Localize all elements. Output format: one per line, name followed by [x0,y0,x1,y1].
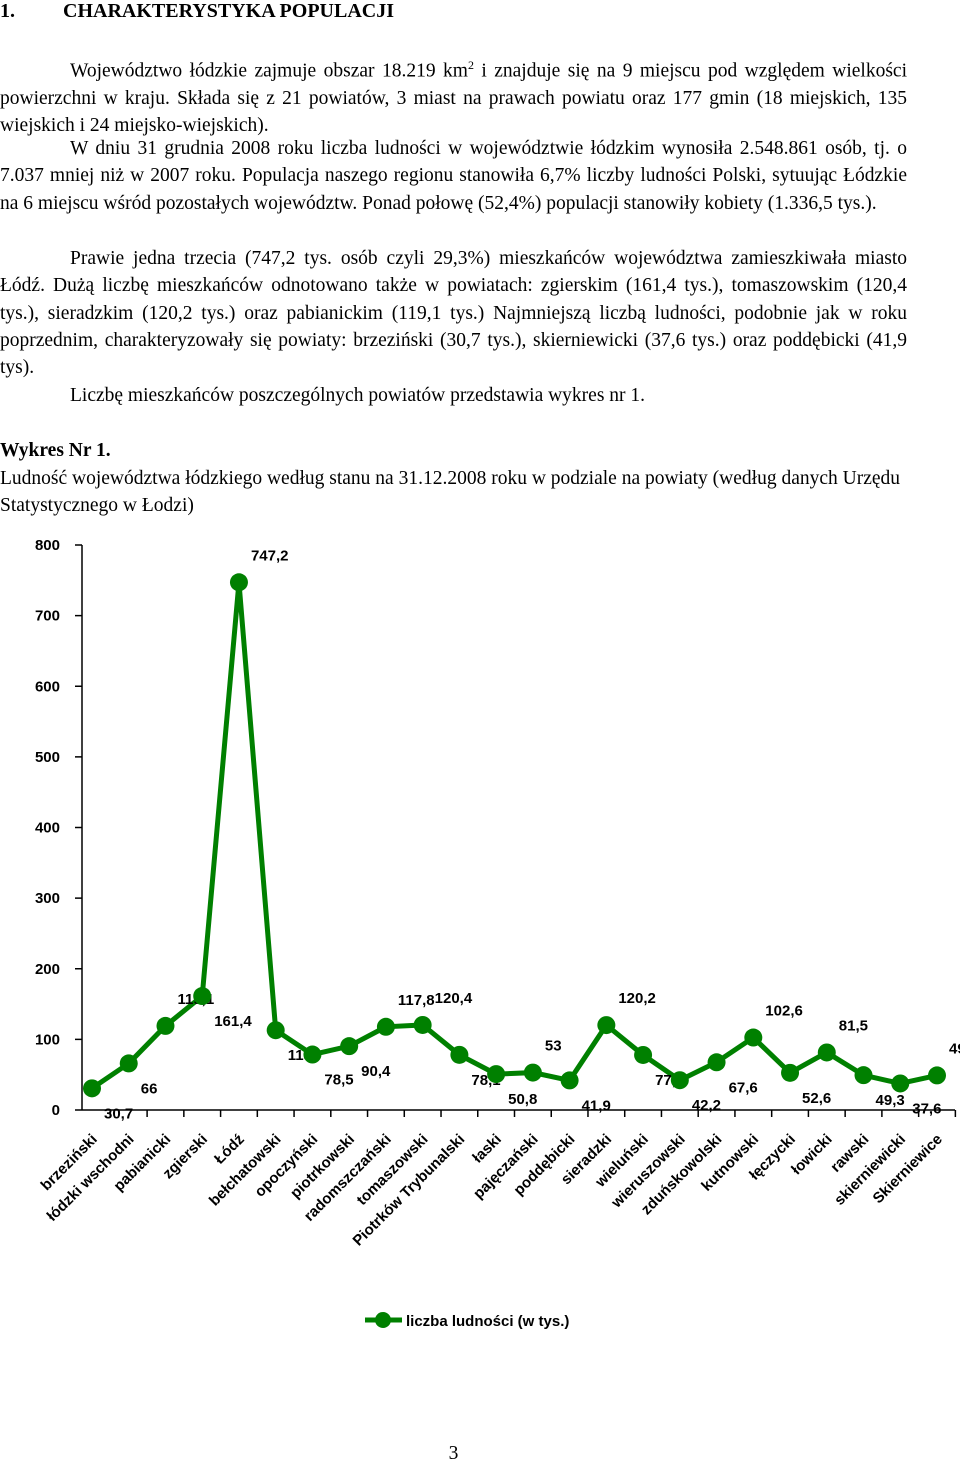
y-tick-label: 0 [52,1102,60,1119]
y-tick-label: 400 [35,820,60,837]
y-tick-label: 200 [35,961,60,978]
heading-title: CHARAKTERYSTYKA POPULACJI [63,0,394,22]
marker [523,1063,542,1082]
marker [891,1074,910,1093]
marker [119,1054,138,1073]
data-label: 67,6 [729,1079,758,1096]
marker [413,1015,432,1034]
paragraph: Województwo łódzkie zajmuje obszar 18.21… [0,52,907,139]
marker [670,1071,689,1090]
paragraph: Prawie jedna trzecia (747,2 tys. osób cz… [0,248,907,379]
marker [266,1021,285,1040]
x-tick-label: łowicki [788,1131,835,1178]
paragraph: W dniu 31 grudnia 2008 roku liczba ludno… [0,138,907,214]
data-label: 120,2 [618,990,656,1007]
marker [376,1017,395,1036]
data-label: 37,6 [912,1100,941,1117]
data-label: 41,9 [582,1097,611,1114]
marker [634,1045,653,1064]
data-label: 49,3 [876,1092,905,1109]
y-tick-label: 300 [35,890,60,907]
figure-caption: Ludność województwa łódzkiego według sta… [0,468,901,517]
y-tick-label: 700 [35,608,60,625]
data-label: 50,8 [508,1091,537,1108]
legend-marker [375,1312,391,1328]
figure-label: Wykres Nr 1. [0,440,111,461]
data-label: 117,8 [398,992,435,1009]
data-label: 90,4 [361,1063,391,1080]
data-label: 49 [949,1040,960,1057]
marker [928,1066,946,1085]
marker [597,1016,616,1035]
paragraph: Liczbę mieszkańców poszczególnych powiat… [70,385,646,406]
marker [487,1065,506,1084]
marker [817,1043,836,1062]
marker [83,1079,101,1098]
marker [707,1053,726,1072]
text: i znajduje się na 9 miejscu pod względem… [0,60,907,137]
marker [781,1063,800,1082]
marker [193,987,212,1006]
y-tick-label: 600 [35,678,60,695]
marker [744,1028,763,1047]
data-label: 53 [545,1038,562,1055]
marker [229,573,248,592]
y-tick-label: 800 [35,537,60,554]
heading-number: 1. [0,0,15,22]
y-tick-label: 100 [35,1031,60,1048]
marker [450,1045,469,1064]
data-label: 102,6 [765,1003,803,1020]
superscript: 2 [467,58,474,72]
data-label: 81,5 [839,1017,868,1034]
data-label: 52,6 [802,1090,831,1107]
marker [340,1037,359,1056]
data-label: 161,4 [214,1013,252,1030]
data-label: 78,5 [324,1072,353,1089]
marker [303,1045,322,1064]
data-label: 747,2 [251,547,289,564]
y-tick-label: 500 [35,749,60,766]
legend-label: liczba ludności (w tys.) [406,1313,569,1330]
heading: 1. CHARAKTERYSTYKA POPULACJI [0,0,394,23]
marker [560,1071,579,1090]
data-label: 42,2 [692,1097,721,1114]
page-number: 3 [448,1443,459,1464]
marker [854,1066,873,1085]
data-label: 30,7 [104,1105,133,1122]
marker [156,1016,175,1035]
data-label: 66 [141,1080,158,1097]
text: Województwo łódzkie zajmuje obszar 18.21… [70,60,468,82]
data-label: 120,4 [435,990,473,1007]
